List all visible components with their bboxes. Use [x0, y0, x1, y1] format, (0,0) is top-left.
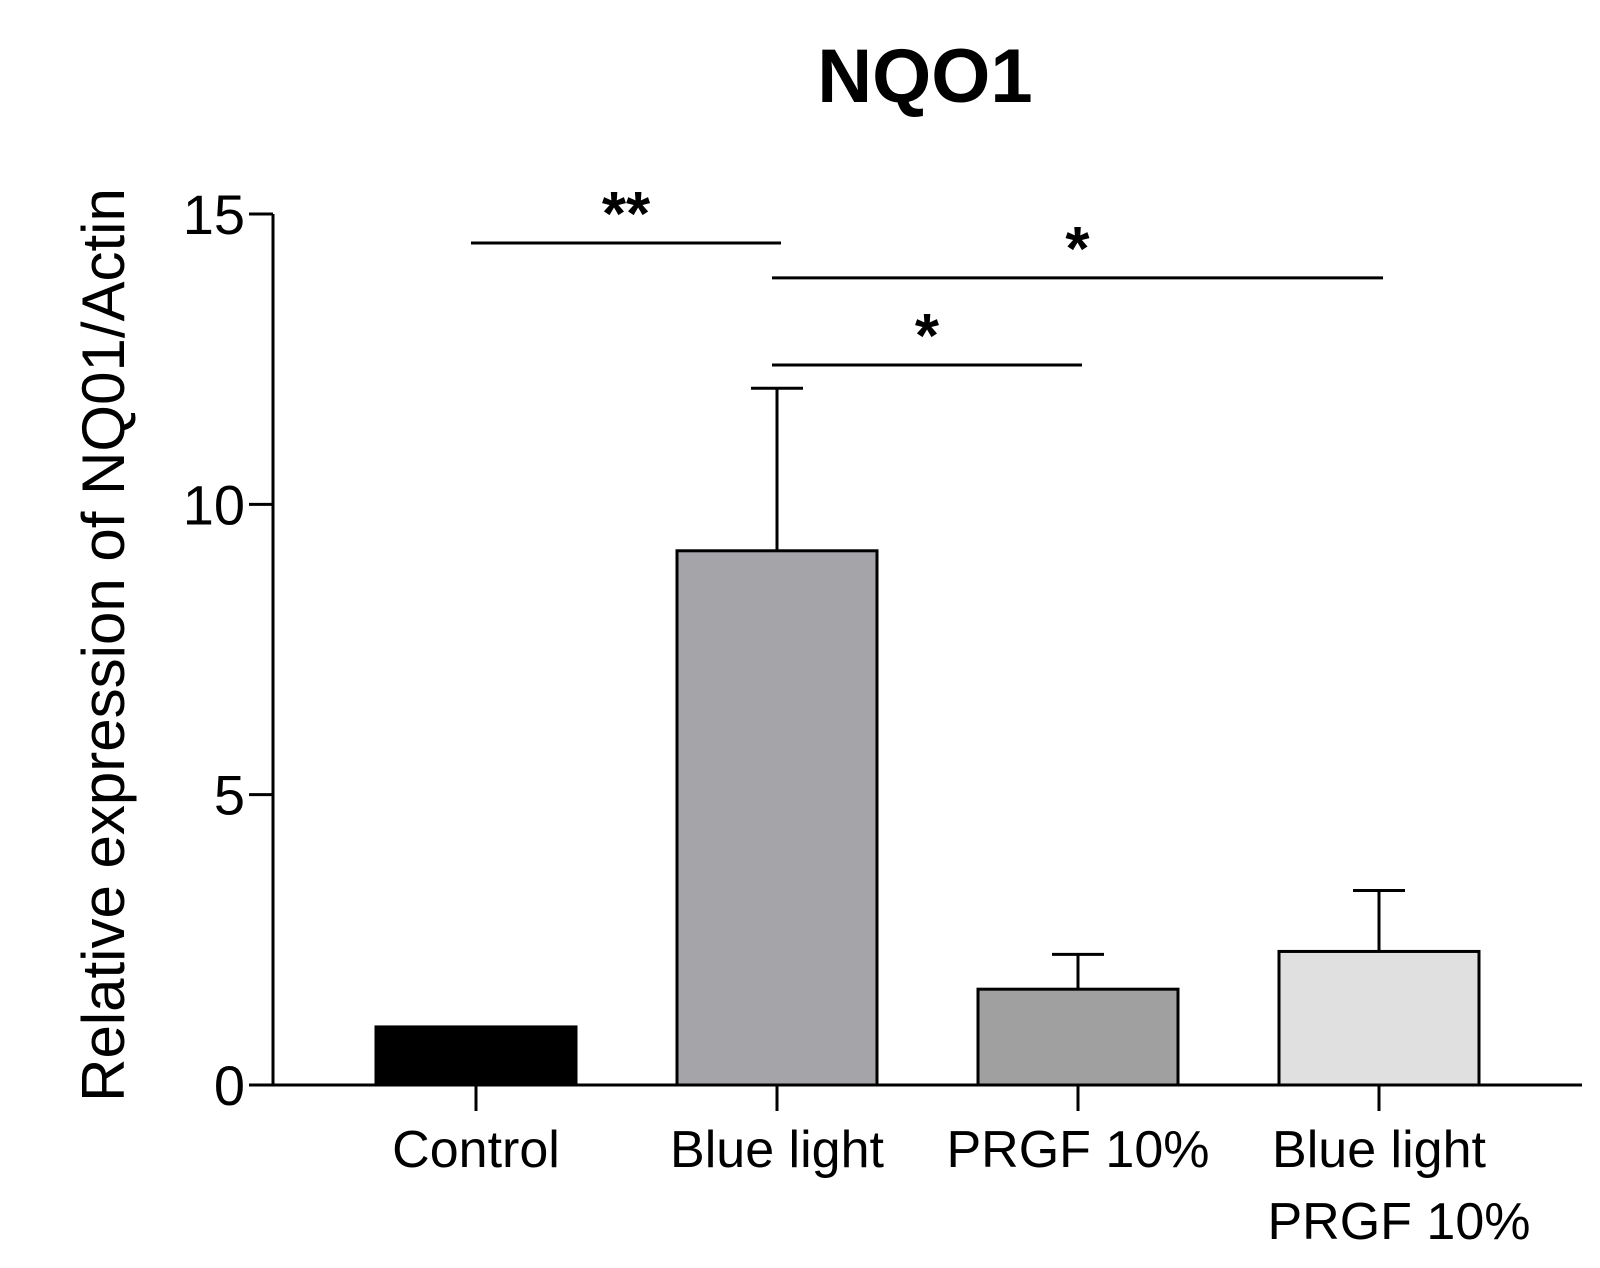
chart-title: NQO1 [817, 34, 1032, 119]
y-tick-label: 15 [183, 183, 245, 246]
significance-marker: * [1065, 215, 1090, 284]
y-tick-label: 5 [214, 764, 245, 827]
x-tick-label: Control [392, 1121, 560, 1179]
plot-area: 0 5 10 15 Control Blue light PRGF 10% Blue ligh… [183, 180, 1582, 1251]
x-tick-label: PRGF 10% [947, 1121, 1210, 1179]
bar [1277, 949, 1481, 1087]
bar [374, 1025, 578, 1087]
significance-marker: ** [602, 180, 651, 249]
x-tick-label: Blue light [670, 1121, 884, 1179]
x-tick-label: Blue light [1272, 1121, 1486, 1179]
y-axis-label: Relative expression of NQ01/Actin [70, 188, 137, 1102]
x-tick-label: PRGF 10% [1268, 1193, 1531, 1251]
bar [976, 987, 1180, 1087]
bar [675, 549, 879, 1087]
significance-marker: * [915, 302, 940, 371]
y-tick-label: 10 [183, 473, 245, 536]
y-tick-label: 0 [214, 1054, 245, 1117]
